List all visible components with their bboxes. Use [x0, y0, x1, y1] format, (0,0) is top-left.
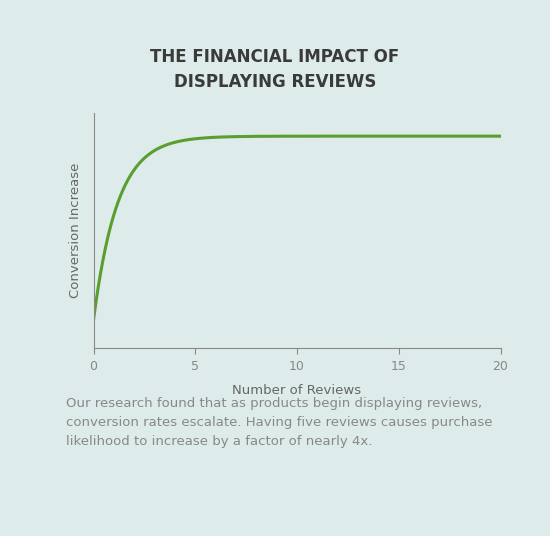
Y-axis label: Conversion Increase: Conversion Increase: [69, 163, 82, 298]
X-axis label: Number of Reviews: Number of Reviews: [233, 384, 361, 397]
Text: THE FINANCIAL IMPACT OF
DISPLAYING REVIEWS: THE FINANCIAL IMPACT OF DISPLAYING REVIE…: [150, 48, 400, 91]
Text: Our research found that as products begin displaying reviews,
conversion rates e: Our research found that as products begi…: [66, 397, 492, 448]
